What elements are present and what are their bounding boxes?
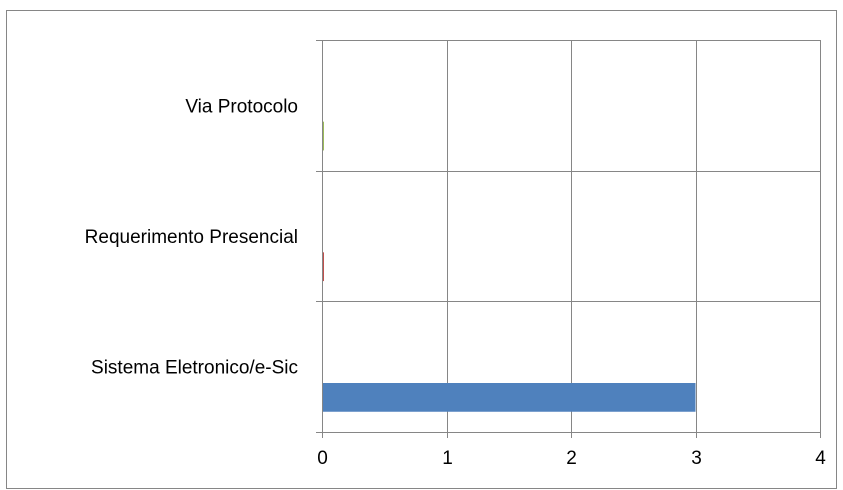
x-tick-label-2: 2 [566, 448, 577, 469]
x-tick-label-1: 1 [442, 448, 453, 469]
bar-0 [322, 383, 696, 412]
x-tick-label-4: 4 [815, 448, 826, 469]
gridlines [322, 40, 821, 432]
x-tick-label-3: 3 [691, 448, 702, 469]
labels: 0 1 2 3 4 Sistema Eletronico/e-Sic Requeriment… [85, 96, 827, 469]
axes [316, 40, 821, 438]
category-label-1: Requerimento Presencial [85, 227, 298, 248]
category-label-0: Sistema Eletronico/e-Sic [91, 358, 298, 379]
category-label-2: Via Protocolo [185, 96, 298, 117]
x-tick-label-0: 0 [317, 448, 328, 469]
chart-border [6, 10, 837, 489]
